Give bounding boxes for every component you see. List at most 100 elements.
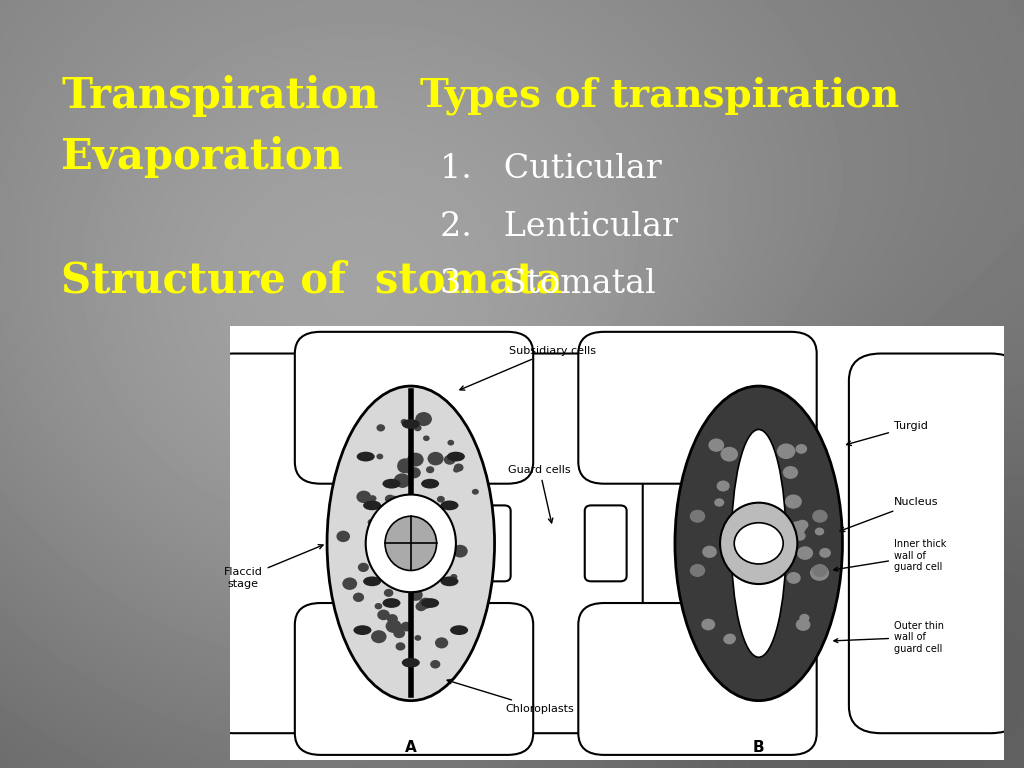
Circle shape bbox=[419, 598, 432, 609]
Circle shape bbox=[796, 618, 810, 631]
Circle shape bbox=[441, 544, 449, 551]
Circle shape bbox=[717, 481, 730, 492]
Circle shape bbox=[342, 578, 357, 590]
Circle shape bbox=[777, 443, 796, 459]
Circle shape bbox=[784, 495, 802, 508]
Circle shape bbox=[395, 475, 410, 488]
Text: Structure of  stomata: Structure of stomata bbox=[61, 260, 563, 301]
Circle shape bbox=[386, 620, 401, 633]
Ellipse shape bbox=[382, 598, 400, 608]
Text: Guard cells: Guard cells bbox=[508, 465, 571, 523]
Ellipse shape bbox=[401, 419, 420, 429]
FancyBboxPatch shape bbox=[849, 353, 1023, 733]
Circle shape bbox=[356, 491, 371, 503]
Circle shape bbox=[377, 610, 390, 621]
Circle shape bbox=[399, 477, 411, 486]
Text: Types of transpiration: Types of transpiration bbox=[420, 77, 899, 115]
Ellipse shape bbox=[675, 386, 843, 700]
Circle shape bbox=[786, 572, 801, 584]
Circle shape bbox=[415, 635, 421, 641]
Ellipse shape bbox=[382, 478, 400, 488]
Circle shape bbox=[408, 452, 424, 466]
FancyBboxPatch shape bbox=[462, 353, 643, 733]
Circle shape bbox=[408, 467, 421, 478]
Ellipse shape bbox=[440, 577, 459, 586]
Circle shape bbox=[400, 622, 412, 631]
Ellipse shape bbox=[451, 625, 468, 635]
Circle shape bbox=[377, 454, 383, 459]
Circle shape bbox=[428, 452, 443, 465]
Circle shape bbox=[434, 531, 447, 542]
Text: Turgid: Turgid bbox=[847, 422, 928, 445]
Circle shape bbox=[437, 496, 444, 502]
Circle shape bbox=[414, 425, 422, 432]
Bar bbox=[230, 326, 1004, 760]
Circle shape bbox=[790, 521, 806, 535]
FancyBboxPatch shape bbox=[295, 332, 534, 484]
Circle shape bbox=[426, 466, 434, 473]
Circle shape bbox=[379, 514, 388, 521]
FancyBboxPatch shape bbox=[469, 505, 511, 581]
Text: Subsidiary cells: Subsidiary cells bbox=[460, 346, 596, 390]
Ellipse shape bbox=[353, 625, 372, 635]
Circle shape bbox=[701, 619, 715, 631]
Circle shape bbox=[371, 631, 386, 644]
Circle shape bbox=[396, 514, 403, 520]
Text: Inner thick
wall of
guard cell: Inner thick wall of guard cell bbox=[834, 539, 946, 572]
Circle shape bbox=[796, 444, 807, 454]
Circle shape bbox=[800, 614, 809, 622]
Circle shape bbox=[723, 634, 735, 644]
Circle shape bbox=[812, 510, 827, 523]
Ellipse shape bbox=[446, 452, 465, 462]
Ellipse shape bbox=[731, 429, 786, 657]
Text: 3.   Stomatal: 3. Stomatal bbox=[440, 268, 656, 300]
Text: A: A bbox=[404, 740, 417, 755]
Ellipse shape bbox=[720, 503, 798, 584]
Circle shape bbox=[812, 564, 827, 577]
Ellipse shape bbox=[366, 495, 456, 592]
Circle shape bbox=[394, 473, 411, 487]
Text: Transpiration: Transpiration bbox=[61, 75, 379, 117]
Text: 2.   Lenticular: 2. Lenticular bbox=[440, 210, 678, 243]
Circle shape bbox=[400, 419, 408, 425]
Circle shape bbox=[377, 424, 385, 432]
Ellipse shape bbox=[327, 386, 495, 700]
Circle shape bbox=[439, 561, 451, 570]
Circle shape bbox=[447, 440, 455, 445]
Circle shape bbox=[721, 447, 738, 462]
Circle shape bbox=[797, 546, 813, 560]
Circle shape bbox=[369, 495, 377, 502]
Circle shape bbox=[416, 602, 427, 611]
Circle shape bbox=[709, 439, 724, 452]
Circle shape bbox=[794, 531, 806, 541]
Circle shape bbox=[472, 488, 479, 495]
Circle shape bbox=[435, 637, 449, 648]
Circle shape bbox=[393, 509, 408, 521]
Circle shape bbox=[714, 498, 724, 507]
Circle shape bbox=[357, 563, 369, 572]
Circle shape bbox=[396, 551, 403, 557]
Circle shape bbox=[416, 412, 432, 426]
FancyBboxPatch shape bbox=[295, 603, 534, 755]
Text: B: B bbox=[753, 740, 765, 755]
Circle shape bbox=[337, 531, 350, 542]
Circle shape bbox=[453, 467, 460, 472]
Circle shape bbox=[421, 412, 429, 420]
Circle shape bbox=[409, 589, 423, 601]
Circle shape bbox=[810, 564, 829, 581]
Circle shape bbox=[423, 435, 430, 441]
Ellipse shape bbox=[356, 452, 375, 462]
Text: Flaccid
stage: Flaccid stage bbox=[224, 545, 323, 589]
Circle shape bbox=[353, 593, 365, 602]
Circle shape bbox=[387, 614, 398, 624]
Circle shape bbox=[413, 540, 420, 546]
Circle shape bbox=[454, 464, 464, 472]
Circle shape bbox=[397, 458, 413, 472]
Circle shape bbox=[690, 510, 706, 523]
Circle shape bbox=[393, 628, 406, 638]
Circle shape bbox=[819, 548, 830, 558]
Circle shape bbox=[372, 544, 386, 556]
Ellipse shape bbox=[385, 516, 436, 571]
Circle shape bbox=[395, 642, 406, 650]
Text: Nucleus: Nucleus bbox=[840, 498, 938, 531]
